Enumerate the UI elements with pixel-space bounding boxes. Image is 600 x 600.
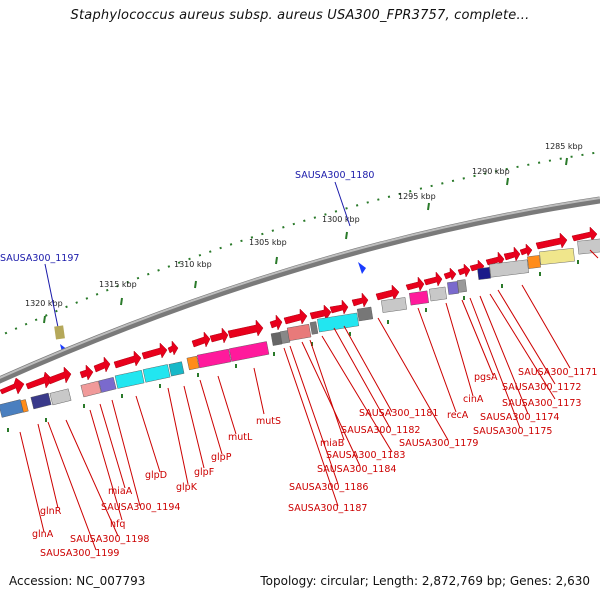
genome-backbone [0, 196, 600, 384]
gene-label-miaA[interactable]: miaA [108, 486, 133, 497]
locus-gene-1197 [54, 325, 65, 340]
locus-line-1180 [334, 181, 351, 227]
tick-label-1295: 1295 kbp [398, 192, 436, 201]
genome-summary-text: Topology: circular; Length: 2,872,769 bp… [260, 574, 590, 588]
gene-label-glpF[interactable]: glpF [194, 467, 214, 478]
tick-label-1310: 1310 kbp [174, 260, 212, 269]
accession-text: Accession: NC_007793 [9, 574, 146, 588]
gene-label-glpK[interactable]: glpK [176, 482, 198, 493]
gene-label-SAUSA300_1182[interactable]: SAUSA300_1182 [341, 425, 420, 436]
tick-label-1290: 1290 kbp [472, 167, 510, 176]
gene-label-SAUSA300_1175[interactable]: SAUSA300_1175 [473, 426, 552, 437]
gene-ticks [7, 260, 579, 432]
function-track[interactable] [0, 238, 600, 418]
tick-label-1315: 1315 kbp [99, 280, 137, 289]
gene-label-mutL[interactable]: mutL [228, 432, 253, 443]
gene-label-glpP[interactable]: glpP [211, 452, 232, 463]
scale-ticks [43, 157, 568, 324]
gene-label-cinA[interactable]: cinA [463, 394, 484, 405]
gene-label-SAUSA300_1181[interactable]: SAUSA300_1181 [359, 408, 438, 419]
gene-label-SAUSA300_1171[interactable]: SAUSA300_1171 [518, 367, 597, 378]
gene-label-glpD[interactable]: glpD [145, 470, 167, 481]
gene-label-SAUSA300_1173[interactable]: SAUSA300_1173 [502, 398, 581, 409]
gene-label-glnA[interactable]: glnA [32, 529, 54, 540]
gene-label-glnR[interactable]: glnR [40, 506, 62, 517]
gene-label-SAUSA300_1172[interactable]: SAUSA300_1172 [502, 382, 581, 393]
gene-label-hfq[interactable]: hfq [110, 519, 125, 530]
gene-label-SAUSA300_1194[interactable]: SAUSA300_1194 [101, 502, 180, 513]
gene-label-SAUSA300_1183[interactable]: SAUSA300_1183 [326, 450, 405, 461]
tick-label-1285: 1285 kbp [545, 142, 583, 151]
tick-label-1300: 1300 kbp [322, 215, 360, 224]
gene-label-SAUSA300_1198[interactable]: SAUSA300_1198 [70, 534, 149, 545]
forward-gene-track[interactable] [0, 226, 598, 395]
gene-label-mutS[interactable]: mutS [256, 416, 281, 427]
gene-label-SAUSA300_1179[interactable]: SAUSA300_1179 [399, 438, 478, 449]
locus-marker-1180[interactable] [358, 262, 366, 274]
locus-line-1197 [44, 263, 61, 338]
gene-label-SAUSA300_1186[interactable]: SAUSA300_1186 [289, 482, 368, 493]
gene-label-SAUSA300_1199[interactable]: SAUSA300_1199 [40, 548, 119, 559]
gene-label-SAUSA300_1187[interactable]: SAUSA300_1187 [288, 503, 367, 514]
map-title: Staphylococcus aureus subsp. aureus USA3… [70, 8, 530, 23]
gene-label-SAUSA300_1184[interactable]: SAUSA300_1184 [317, 464, 396, 475]
locus-label-1197[interactable]: SAUSA300_1197 [0, 253, 79, 264]
tick-label-1320: 1320 kbp [25, 299, 63, 308]
locus-label-1180[interactable]: SAUSA300_1180 [295, 170, 374, 181]
gene-label-recA[interactable]: recA [447, 410, 469, 421]
gene-label-pgsA[interactable]: pgsA [474, 372, 498, 383]
gene-label-connectors [19, 249, 599, 551]
gene-label-SAUSA300_1174[interactable]: SAUSA300_1174 [480, 412, 559, 423]
tick-label-1305: 1305 kbp [249, 238, 287, 247]
gene-label-miaB[interactable]: miaB [320, 438, 344, 449]
